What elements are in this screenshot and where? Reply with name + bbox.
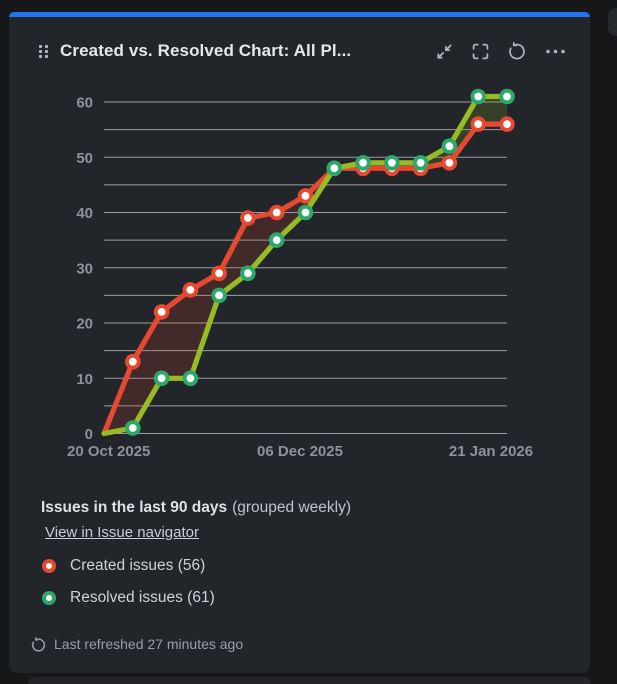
created-point-center <box>128 357 137 366</box>
y-axis-tick-label: 20 <box>76 316 93 333</box>
drag-handle[interactable] <box>37 43 50 60</box>
y-axis-tick-label: 40 <box>76 205 93 222</box>
resolved-point-center <box>416 158 425 167</box>
y-axis-tick-label: 10 <box>76 371 93 388</box>
summary-suffix: (grouped weekly) <box>232 499 351 516</box>
last-refreshed-row: Last refreshed 27 minutes ago <box>31 636 243 652</box>
resolved-point-center <box>186 374 195 383</box>
summary-title: Issues in the last 90 days <box>41 499 228 516</box>
adjacent-panel-corner <box>608 8 617 36</box>
view-in-issue-navigator-link[interactable]: View in Issue navigator <box>45 524 199 541</box>
y-axis-tick-label: 50 <box>76 150 93 167</box>
created-point-center <box>301 192 310 200</box>
last-refreshed-icon <box>31 636 46 652</box>
resolved-point-center <box>474 92 483 101</box>
resolved-point-center <box>301 208 310 217</box>
created-point-center <box>186 286 195 294</box>
refresh-icon <box>509 42 525 60</box>
created-point-center <box>272 208 281 217</box>
y-axis-tick-label: 30 <box>76 260 93 277</box>
created-point-center <box>503 120 511 128</box>
resolved-point-center <box>388 158 396 167</box>
resolved-point-center <box>330 164 339 173</box>
created-point-center <box>474 120 483 128</box>
resolved-point-center <box>359 158 367 167</box>
legend-label-created: Created issues (56) <box>70 557 206 574</box>
header-actions <box>436 42 566 60</box>
fullscreen-button[interactable] <box>472 43 489 60</box>
refresh-button[interactable] <box>508 42 526 60</box>
y-axis-tick-label: 0 <box>85 426 93 443</box>
created-vs-resolved-widget: Created vs. Resolved Chart: All Pl... <box>9 12 590 673</box>
resolved-above-fill <box>334 96 507 169</box>
resolved-point-center <box>128 424 137 432</box>
created-series-marker-icon <box>42 559 56 573</box>
widget-header: Created vs. Resolved Chart: All Pl... <box>37 38 566 64</box>
collapse-icon <box>437 43 452 59</box>
resolved-point-center <box>503 92 511 101</box>
created-point-center <box>445 158 454 167</box>
created-line <box>101 121 510 437</box>
resolved-point-center <box>445 142 454 151</box>
legend-item-created: Created issues (56) <box>42 557 206 574</box>
widget-accent-bar <box>9 12 590 17</box>
resolved-point-center <box>272 236 281 245</box>
widget-title: Created vs. Resolved Chart: All Pl... <box>60 41 352 60</box>
legend-item-resolved: Resolved issues (61) <box>42 589 215 606</box>
resolved-point-center <box>244 269 252 278</box>
created-point-center <box>215 269 224 278</box>
collapse-button[interactable] <box>436 43 453 60</box>
last-refreshed-text: Last refreshed 27 minutes ago <box>54 636 244 652</box>
x-axis-tick-label: 06 Dec 2025 <box>257 443 343 460</box>
created-point-center <box>157 308 166 316</box>
fullscreen-icon <box>472 43 489 59</box>
resolved-series-marker-icon <box>42 591 56 605</box>
chart-summary: Issues in the last 90 days (grouped weekl… <box>41 499 351 517</box>
x-axis-tick-label: 20 Oct 2025 <box>67 443 150 460</box>
more-options-icon <box>546 49 565 53</box>
y-axis-tick-label: 60 <box>76 95 93 112</box>
drag-handle-dots-icon <box>38 44 49 58</box>
x-axis-tick-label: 21 Jan 2026 <box>449 443 533 460</box>
more-options-button[interactable] <box>545 43 566 60</box>
next-widget-edge <box>28 677 591 684</box>
created-vs-resolved-chart[interactable]: 0 10 20 30 40 50 60 20 Oct 2025 06 Dec 2025 21 Ja… <box>9 12 590 480</box>
resolved-point-center <box>157 374 166 383</box>
resolved-point-center <box>215 291 224 300</box>
created-point-center <box>244 214 252 222</box>
legend-label-resolved: Resolved issues (61) <box>70 589 215 606</box>
